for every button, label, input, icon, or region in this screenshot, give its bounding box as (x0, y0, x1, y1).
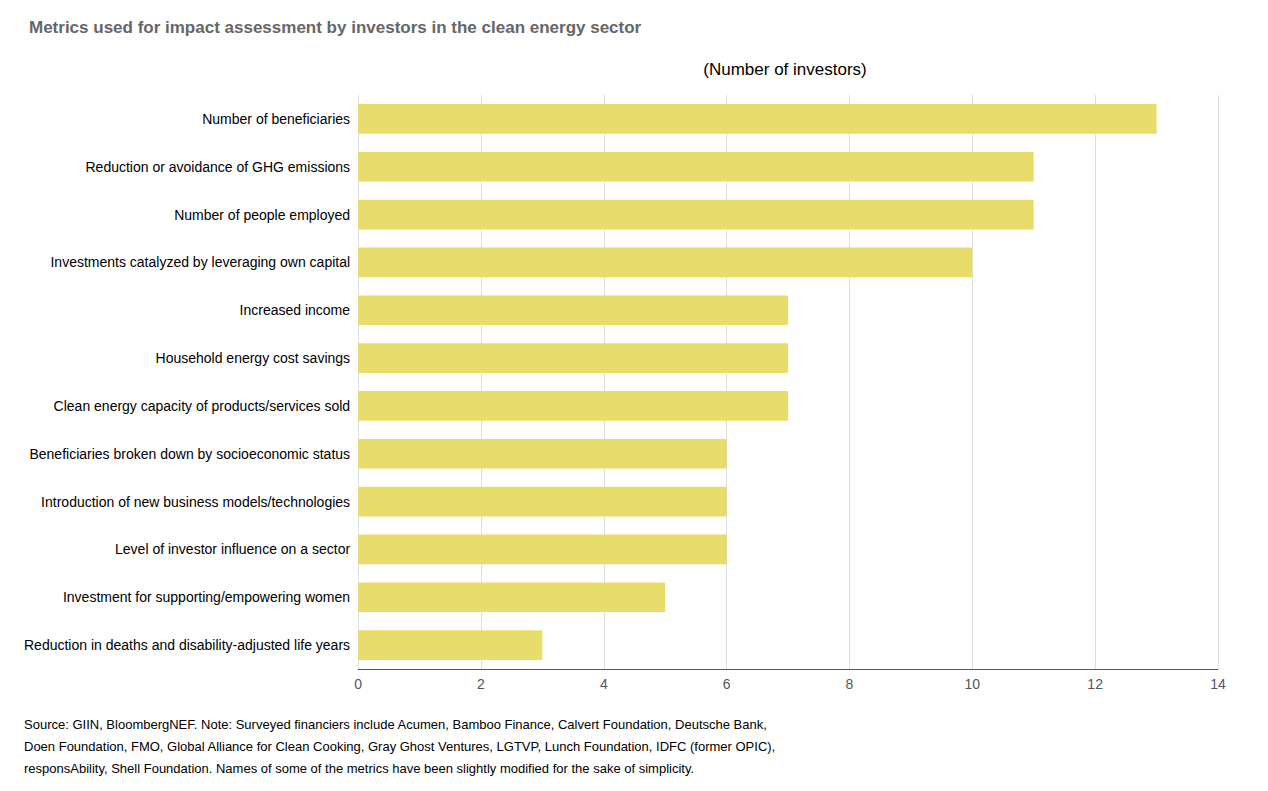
svg-text:10: 10 (965, 676, 981, 692)
svg-text:Number of people employed: Number of people employed (174, 207, 350, 223)
svg-text:Clean energy capacity of produ: Clean energy capacity of products/servic… (54, 398, 350, 414)
svg-text:Metrics used for impact assess: Metrics used for impact assessment by in… (29, 18, 642, 37)
svg-text:6: 6 (723, 676, 731, 692)
svg-text:14: 14 (1210, 676, 1226, 692)
svg-text:Doen Foundation, FMO, Global A: Doen Foundation, FMO, Global Alliance fo… (24, 739, 775, 754)
svg-text:4: 4 (600, 676, 608, 692)
svg-text:Reduction in deaths and disabi: Reduction in deaths and disability-adjus… (24, 637, 350, 653)
svg-text:12: 12 (1087, 676, 1103, 692)
svg-text:2: 2 (477, 676, 485, 692)
svg-text:0: 0 (354, 676, 362, 692)
svg-text:Household energy cost savings: Household energy cost savings (156, 350, 351, 366)
svg-text:Investments catalyzed by lever: Investments catalyzed by leveraging own … (50, 254, 350, 270)
svg-text:Number of beneficiaries: Number of beneficiaries (202, 111, 350, 127)
svg-text:Investment for supporting/empo: Investment for supporting/empowering wom… (63, 589, 350, 605)
svg-text:Increased income: Increased income (240, 302, 351, 318)
svg-text:Beneficiaries broken down by s: Beneficiaries broken down by socioeconom… (29, 446, 350, 462)
svg-text:(Number of investors): (Number of investors) (703, 60, 866, 79)
svg-text:Source: GIIN, BloombergNEF. No: Source: GIIN, BloombergNEF. Note: Survey… (24, 717, 767, 732)
svg-text:responsAbility, Shell Foundati: responsAbility, Shell Foundation. Names … (24, 761, 694, 776)
svg-text:Introduction of new business m: Introduction of new business models/tech… (41, 494, 350, 510)
svg-text:8: 8 (846, 676, 854, 692)
svg-text:Reduction or avoidance of GHG: Reduction or avoidance of GHG emissions (86, 159, 351, 175)
svg-text:Level of investor influence on: Level of investor influence on a sector (115, 541, 350, 557)
